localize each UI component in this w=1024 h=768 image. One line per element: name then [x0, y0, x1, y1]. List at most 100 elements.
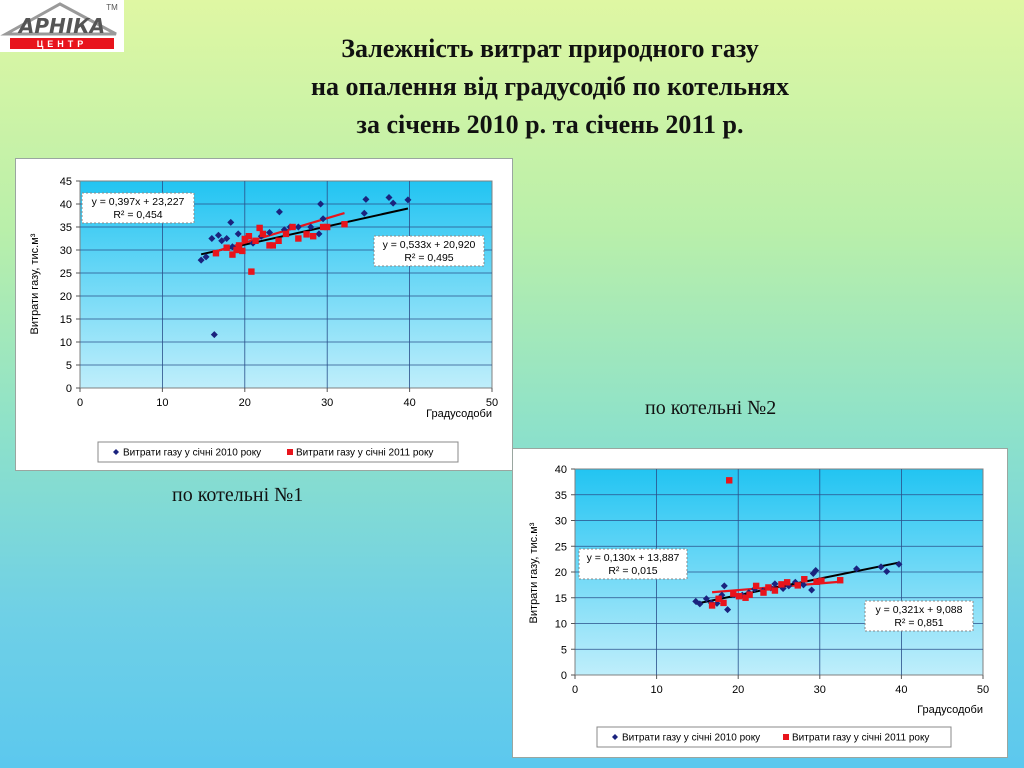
trendline-r2: R² = 0,015: [608, 565, 657, 577]
point-2010: [317, 200, 325, 208]
x-axis-label: Градусодоби: [426, 408, 492, 420]
y-tick-label: 30: [555, 516, 567, 528]
point-2011: [259, 230, 267, 238]
point-2010: [779, 584, 787, 592]
point-2010: [853, 565, 861, 573]
point-2011: [813, 578, 820, 585]
y-tick-label: 35: [555, 490, 567, 502]
point-2010: [877, 563, 885, 571]
point-2010: [202, 253, 210, 261]
y-tick-label: 25: [555, 541, 567, 553]
point-2010: [275, 208, 283, 216]
trendline-r2: R² = 0,454: [113, 209, 162, 221]
y-tick-label: 35: [60, 222, 72, 234]
point-2011: [239, 247, 246, 255]
point-2011: [256, 224, 263, 232]
x-tick-label: 50: [486, 397, 498, 409]
y-tick-label: 0: [561, 670, 567, 682]
point-2011: [837, 577, 844, 584]
y-tick-label: 10: [60, 337, 72, 349]
logo-trademark: TM: [106, 3, 118, 12]
point-2011: [229, 251, 236, 258]
caption-boiler-1: по котельні №1: [172, 484, 304, 506]
point-2010: [266, 229, 274, 237]
point-2011: [295, 235, 302, 242]
point-2010: [319, 215, 327, 223]
point-2010: [227, 218, 235, 226]
trendline-equation: y = 0,397x + 23,227: [92, 196, 185, 208]
point-2011: [324, 223, 331, 231]
point-2011: [794, 582, 801, 589]
logo-subtitle: ЦЕНТР: [37, 39, 88, 49]
point-2011: [783, 579, 791, 586]
point-2010: [307, 223, 315, 231]
point-2010: [223, 235, 231, 242]
legend-label-2010: Витрати газу у січні 2010 року: [123, 448, 261, 459]
y-tick-label: 20: [60, 291, 72, 303]
y-axis-label: Витрати газу, тис.м³: [528, 522, 540, 623]
title-line-1: Залежність витрат природного газу: [341, 34, 759, 63]
chart-1-svg: 0 5 10 15 20 25 30 35 40 45 0 10 20 30 40 50Градусодоби…: [29, 176, 498, 463]
point-2011: [735, 593, 743, 600]
point-2011: [818, 577, 825, 584]
point-2011: [248, 268, 255, 275]
point-2010: [808, 586, 816, 594]
title-line-2: на опалення від градусодіб по котельнях: [310, 72, 790, 101]
caption-boiler-2: по котельні №2: [645, 397, 777, 419]
chart-boiler-2: 0 5 10 15 20 25 30 35 40 0 10 20 30 40 50 Градусодоби Ви…: [512, 448, 1008, 758]
trendline-equation-box: [864, 600, 974, 632]
y-tick-label: 25: [60, 268, 72, 280]
point-2011: [235, 242, 243, 249]
point-2010: [280, 226, 288, 234]
legend-marker-2011: [287, 449, 293, 455]
x-tick-label: 40: [895, 684, 907, 696]
legend-box: [596, 726, 952, 748]
trendline-equation: y = 0,533x + 20,920: [383, 239, 476, 251]
x-tick-label: 0: [77, 397, 83, 409]
trendline-equation: y = 0,130x + 13,887: [587, 552, 680, 564]
point-2011: [726, 477, 733, 484]
point-2011: [715, 595, 722, 602]
legend-marker-2011: [783, 734, 789, 740]
legend-box: [97, 441, 459, 463]
x-tick-label: 50: [977, 684, 989, 696]
chart-2-svg: 0 5 10 15 20 25 30 35 40 0 10 20 30 40 50 Градусодоби Ви…: [528, 464, 989, 748]
point-2011: [241, 235, 248, 243]
point-2011: [771, 587, 779, 594]
chart-boiler-1: 0 5 10 15 20 25 30 35 40 45 0 10 20 30 40 50 Градусодоби…: [15, 158, 513, 471]
point-2011: [233, 246, 240, 254]
point-2010: [294, 223, 302, 231]
point-2011: [275, 237, 282, 244]
trendline-equation: y = 0,321x + 9,088: [876, 604, 963, 616]
x-tick-label: 40: [403, 397, 415, 409]
point-2011: [252, 237, 259, 244]
point-2011: [309, 233, 317, 240]
y-tick-label: 40: [555, 464, 567, 476]
point-2011: [730, 590, 737, 597]
point-2010: [197, 256, 205, 264]
point-2011: [319, 223, 327, 231]
title-line-3: за січень 2010 р. та січень 2011 р.: [356, 110, 744, 139]
point-2011: [266, 242, 273, 249]
point-2011: [760, 589, 767, 596]
point-2010: [362, 195, 370, 203]
point-2010: [883, 567, 891, 575]
y-tick-label: 5: [66, 360, 72, 372]
point-2010: [702, 595, 710, 603]
trendline-equation-box: [578, 548, 688, 580]
point-2011: [341, 221, 348, 228]
legend-marker-2010: [612, 734, 618, 740]
x-tick-label: 10: [156, 397, 168, 409]
point-2011: [801, 576, 808, 583]
x-axis-label: Градусодоби: [917, 704, 983, 716]
y-tick-label: 45: [60, 176, 72, 188]
point-2011: [746, 591, 753, 598]
point-2010: [214, 231, 222, 239]
x-tick-label: 10: [650, 684, 662, 696]
x-tick-label: 30: [814, 684, 826, 696]
arnika-logo: АРНІКА TM ЦЕНТР: [0, 0, 124, 52]
point-2010: [771, 580, 779, 588]
point-2011: [765, 584, 772, 591]
point-2010: [210, 331, 218, 339]
slide-title: Залежність витрат природного газу на опа…: [200, 30, 900, 144]
